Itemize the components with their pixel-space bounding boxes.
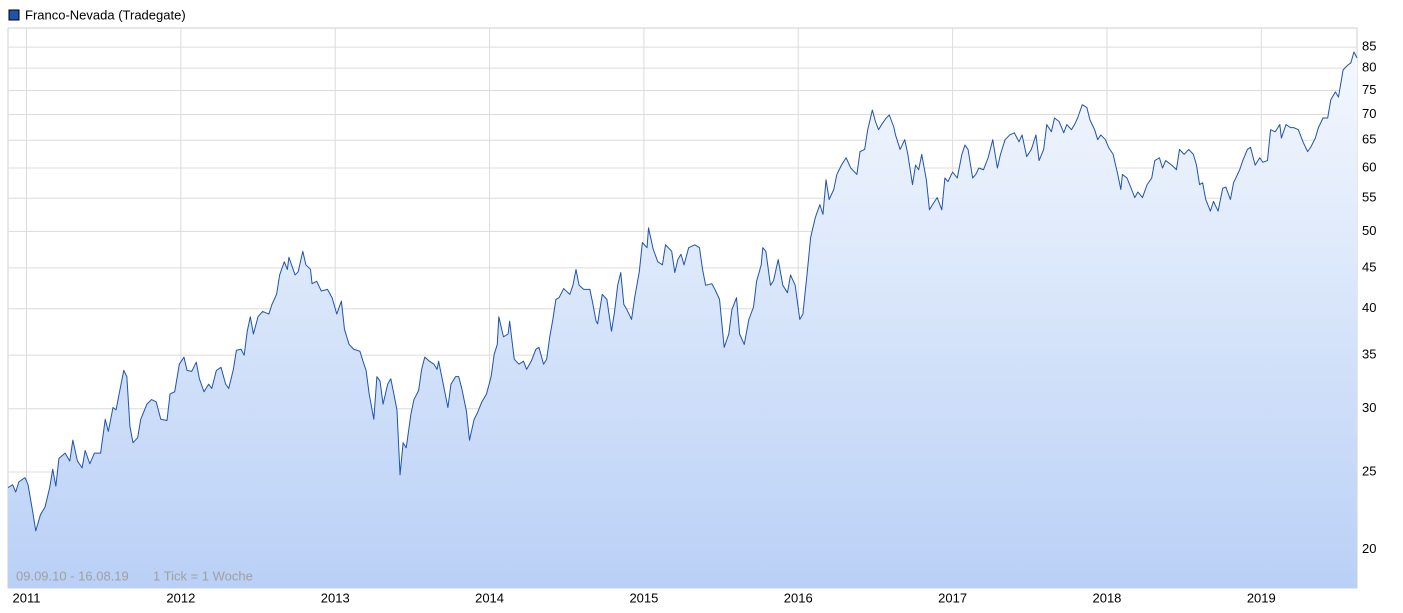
y-tick-label: 60 xyxy=(1362,159,1376,174)
x-tick-label: 2015 xyxy=(629,590,658,605)
x-tick-label: 2012 xyxy=(166,590,195,605)
x-tick-label: 2016 xyxy=(784,590,813,605)
x-tick-label: 2011 xyxy=(13,590,41,605)
x-tick-label: 2019 xyxy=(1247,590,1276,605)
tick-note: 1 Tick = 1 Woche xyxy=(153,568,253,583)
legend-label: Franco-Nevada (Tradegate) xyxy=(25,7,186,22)
x-tick-label: 2017 xyxy=(938,590,967,605)
y-tick-label: 20 xyxy=(1362,541,1376,556)
y-tick-label: 85 xyxy=(1362,39,1376,54)
y-tick-label: 35 xyxy=(1362,347,1376,362)
y-tick-label: 25 xyxy=(1362,463,1376,478)
y-tick-label: 70 xyxy=(1362,106,1376,121)
y-tick-label: 80 xyxy=(1362,60,1376,75)
y-tick-label: 55 xyxy=(1362,190,1376,205)
y-tick-label: 75 xyxy=(1362,82,1376,97)
x-tick-label: 2013 xyxy=(321,590,350,605)
y-tick-label: 30 xyxy=(1362,400,1376,415)
area-fill xyxy=(8,52,1357,588)
y-tick-label: 50 xyxy=(1362,223,1376,238)
y-tick-label: 65 xyxy=(1362,132,1376,147)
date-range: 09.09.10 - 16.08.19 xyxy=(16,568,129,583)
y-tick-label: 40 xyxy=(1362,300,1376,315)
y-tick-label: 45 xyxy=(1362,259,1376,274)
x-tick-label: 2018 xyxy=(1092,590,1121,605)
price-line xyxy=(7,51,1358,532)
legend-swatch xyxy=(8,9,20,21)
x-tick-label: 2014 xyxy=(475,590,504,605)
